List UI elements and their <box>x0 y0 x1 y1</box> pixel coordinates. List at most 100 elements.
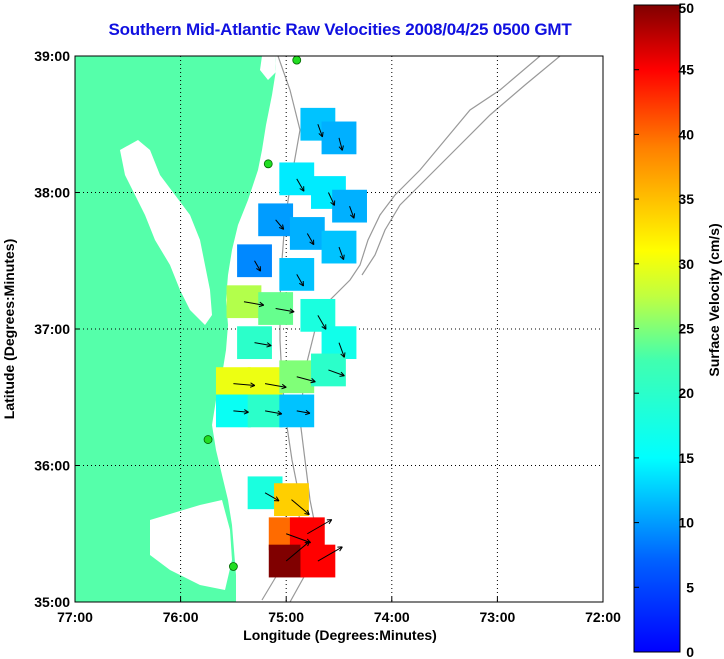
chesapeake-bay <box>120 140 212 325</box>
velocity-arrow <box>307 519 333 535</box>
velocity-arrow <box>317 315 327 330</box>
colorbar-tick-label: 40 <box>678 126 694 142</box>
velocity-arrow <box>349 205 355 219</box>
velocity-cell <box>274 483 309 517</box>
velocity-arrow <box>317 546 343 562</box>
station-marker <box>292 56 302 65</box>
y-tick-label: 37:00 <box>34 321 70 337</box>
velocity-arrowhead <box>289 308 295 314</box>
velocity-arrows <box>233 124 356 562</box>
velocity-arrowhead <box>274 496 280 502</box>
velocity-arrow <box>243 301 264 306</box>
colorbar <box>633 4 681 653</box>
velocity-arrowhead <box>321 324 327 330</box>
colorbar-tick-label: 30 <box>678 256 694 272</box>
velocity-arrowhead <box>330 200 336 206</box>
velocity-arrowhead <box>310 378 316 384</box>
velocity-arrowhead <box>309 239 315 246</box>
plot-area <box>75 56 603 602</box>
velocity-arrow <box>264 383 287 388</box>
colorbar-ticks: 0 5 10 15 20 25 30 35 40 45 50 <box>634 0 694 659</box>
velocity-arrow <box>296 410 311 414</box>
station-marker <box>228 562 238 571</box>
velocity-arrowhead <box>278 224 285 230</box>
velocity-arrowhead <box>304 540 311 547</box>
velocity-arrow <box>306 233 315 245</box>
velocity-arrowhead <box>281 383 287 390</box>
velocity-arrowhead <box>339 254 345 261</box>
velocity-arrow <box>328 369 345 377</box>
velocity-arrowhead <box>305 409 311 416</box>
velocity-cell <box>226 285 262 319</box>
velocity-arrow <box>338 137 343 151</box>
velocity-arrow <box>275 219 285 230</box>
velocity-cell <box>258 203 294 237</box>
y-tick-label: 39:00 <box>34 48 70 64</box>
colorbar-tick-label: 45 <box>678 62 694 78</box>
delaware-bay <box>260 56 276 80</box>
colorbar-tick-label: 10 <box>678 515 694 531</box>
velocity-arrowhead <box>318 131 324 138</box>
velocity-arrowhead <box>243 409 249 415</box>
y-axis-ticks: 35:00 36:00 37:00 38:00 39:00 <box>34 48 80 610</box>
colorbar-tick-label: 5 <box>686 579 694 595</box>
colorbar-tick-label: 35 <box>678 191 694 207</box>
y-tick-label: 35:00 <box>34 594 70 610</box>
station-marker <box>263 159 273 169</box>
velocity-arrowhead <box>326 519 333 525</box>
velocity-arrowhead <box>298 280 304 287</box>
velocity-arrow <box>254 342 272 347</box>
x-tick-label: 76:00 <box>163 609 199 625</box>
colorbar-tick-label: 25 <box>678 321 694 337</box>
y-axis-label: Latitude (Degrees:Minutes) <box>1 239 17 419</box>
velocity-arrowhead <box>340 352 346 358</box>
station-marker <box>203 435 213 444</box>
velocity-arrow <box>338 246 345 260</box>
y-tick-label: 38:00 <box>34 185 70 201</box>
velocity-cell <box>237 244 272 278</box>
velocity-arrowhead <box>258 301 265 308</box>
velocity-arrow <box>296 178 305 192</box>
velocity-arrowhead <box>338 145 344 151</box>
velocity-arrowhead <box>304 509 310 516</box>
velocity-arrow <box>317 124 323 138</box>
colorbar-tick-label: 15 <box>678 450 694 466</box>
y-tick-label: 36:00 <box>34 458 70 474</box>
x-tick-label: 73:00 <box>479 609 515 625</box>
velocity-arrow <box>296 376 316 383</box>
pamlico-sound <box>150 500 232 590</box>
velocity-arrowhead <box>299 186 305 192</box>
velocity-arrowhead <box>276 410 283 416</box>
velocity-arrow <box>264 492 280 502</box>
velocity-arrow <box>275 308 295 313</box>
velocity-arrow <box>286 533 311 544</box>
colorbar-label: Surface Velocity (cm/s) <box>706 223 722 376</box>
colorbar-tick-label: 50 <box>678 0 694 16</box>
chart-title: Southern Mid-Atlantic Raw Velocities 200… <box>108 20 572 39</box>
velocity-arrowhead <box>256 266 262 272</box>
x-tick-label: 77:00 <box>57 609 93 625</box>
x-axis-label: Longitude (Degrees:Minutes) <box>243 627 437 643</box>
x-tick-label: 75:00 <box>268 609 304 625</box>
velocity-arrow <box>291 499 310 515</box>
velocity-arrow <box>327 192 335 206</box>
velocity-arrow <box>264 410 282 415</box>
colorbar-tick-label: 0 <box>686 644 694 659</box>
velocity-arrowhead <box>249 382 256 388</box>
velocity-arrowhead <box>266 342 272 348</box>
colorbar-tick-label: 20 <box>678 385 694 401</box>
velocity-arrow <box>338 342 345 358</box>
velocity-arrow <box>233 383 255 386</box>
velocity-arrow <box>233 410 249 413</box>
velocity-arrow <box>285 541 310 562</box>
x-axis-ticks: 77:00 76:00 75:00 74:00 73:00 72:00 <box>57 597 621 625</box>
velocity-arrowhead <box>349 213 356 219</box>
x-tick-label: 72:00 <box>585 609 621 625</box>
velocity-arrow <box>296 274 304 287</box>
velocity-cell <box>237 326 272 360</box>
velocity-arrow <box>254 260 261 272</box>
velocity-arrowhead <box>337 546 343 552</box>
x-tick-label: 74:00 <box>374 609 410 625</box>
velocity-arrowhead <box>339 371 345 377</box>
